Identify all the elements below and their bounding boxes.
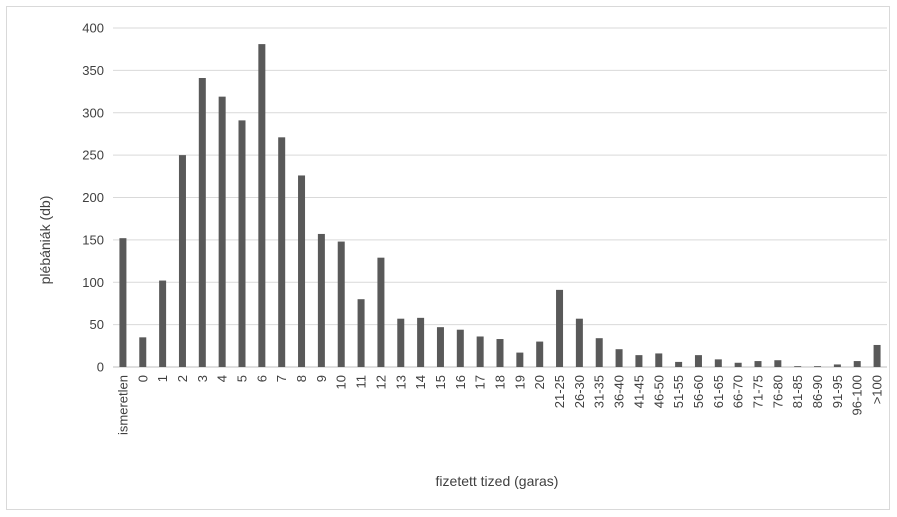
x-tick-label: 11 bbox=[354, 375, 369, 389]
x-tick-label: 31-35 bbox=[592, 375, 607, 408]
bar bbox=[476, 336, 484, 367]
bar bbox=[377, 257, 385, 367]
x-tick-label: 51-55 bbox=[671, 375, 686, 408]
y-axis-title: plébániák (db) bbox=[37, 196, 53, 285]
x-tick-label: 18 bbox=[493, 375, 508, 389]
bar bbox=[159, 280, 167, 367]
x-tick-label: 81-85 bbox=[790, 375, 805, 408]
y-tick-label: 300 bbox=[82, 105, 104, 120]
x-tick-label: 91-95 bbox=[830, 375, 845, 408]
bar bbox=[814, 366, 822, 367]
bar bbox=[278, 137, 286, 367]
bar bbox=[258, 44, 266, 367]
y-axis-ticks: 0 50 100 150 200 250 300 350 400 bbox=[82, 21, 104, 375]
x-tick-label: 7 bbox=[274, 375, 289, 382]
bar bbox=[873, 344, 881, 367]
x-tick-label: 86-90 bbox=[810, 375, 825, 408]
x-axis-ticks: ismeretlen 0 1 2 3 4 5 6 7 8 9 10 11 12 13 14 15 16 17 18 19… bbox=[115, 375, 884, 435]
x-tick-label: 1 bbox=[155, 375, 170, 382]
bar bbox=[516, 352, 524, 367]
x-tick-label: 8 bbox=[294, 375, 309, 382]
bar bbox=[556, 289, 564, 367]
x-tick-label: 76-80 bbox=[770, 375, 785, 408]
bar bbox=[774, 360, 782, 367]
x-tick-label: 0 bbox=[135, 375, 150, 382]
y-tick-label: 200 bbox=[82, 190, 104, 205]
bar bbox=[139, 337, 147, 367]
bar bbox=[754, 361, 762, 367]
y-tick-label: 150 bbox=[82, 232, 104, 247]
x-tick-label: 71-75 bbox=[751, 375, 766, 408]
bar bbox=[337, 241, 345, 367]
x-tick-label: 41-45 bbox=[631, 375, 646, 408]
bar bbox=[198, 78, 206, 367]
bar bbox=[853, 361, 861, 367]
x-tick-label: 26-30 bbox=[572, 375, 587, 408]
bar bbox=[496, 339, 504, 367]
x-tick-label: 20 bbox=[532, 375, 547, 389]
bar bbox=[456, 329, 464, 367]
x-tick-label: 2 bbox=[175, 375, 190, 382]
bar bbox=[298, 175, 306, 367]
bar bbox=[714, 359, 722, 367]
x-tick-label: 5 bbox=[235, 375, 250, 382]
bar bbox=[694, 355, 702, 367]
bar bbox=[178, 155, 186, 367]
x-tick-label: 16 bbox=[453, 375, 468, 389]
bar bbox=[655, 353, 663, 367]
x-tick-label: 96-100 bbox=[850, 375, 865, 415]
bar-series bbox=[119, 44, 881, 368]
y-tick-label: 400 bbox=[82, 21, 104, 36]
bar bbox=[675, 361, 683, 367]
x-tick-label: 9 bbox=[314, 375, 329, 382]
bar bbox=[615, 349, 623, 367]
x-tick-label: 13 bbox=[393, 375, 408, 389]
y-tick-label: 50 bbox=[90, 317, 104, 332]
gridlines bbox=[113, 27, 887, 368]
bar bbox=[575, 318, 583, 367]
x-tick-label: 3 bbox=[195, 375, 210, 382]
x-tick-label: 12 bbox=[373, 375, 388, 389]
bar bbox=[833, 364, 841, 367]
x-tick-label: 14 bbox=[413, 375, 428, 389]
y-tick-label: 350 bbox=[82, 63, 104, 78]
bar bbox=[417, 317, 425, 367]
bar bbox=[218, 96, 226, 368]
x-tick-label: 17 bbox=[473, 375, 488, 389]
y-tick-label: 250 bbox=[82, 148, 104, 163]
x-tick-label: 19 bbox=[512, 375, 527, 389]
x-tick-label: >100 bbox=[870, 375, 885, 404]
x-tick-label: 4 bbox=[215, 375, 230, 382]
bar bbox=[635, 355, 643, 367]
bar bbox=[536, 341, 544, 367]
x-tick-label: 36-40 bbox=[612, 375, 627, 408]
x-tick-label: 61-65 bbox=[711, 375, 726, 408]
x-tick-label: 6 bbox=[254, 375, 269, 382]
bar bbox=[357, 299, 365, 367]
y-tick-label: 0 bbox=[97, 360, 104, 375]
x-tick-label: 15 bbox=[433, 375, 448, 389]
chart-frame bbox=[6, 6, 890, 510]
x-tick-label: 10 bbox=[334, 375, 349, 389]
bar bbox=[734, 362, 742, 367]
bar bbox=[397, 318, 405, 367]
bar bbox=[595, 338, 603, 367]
x-tick-label: 56-60 bbox=[691, 375, 706, 408]
x-tick-label: 46-50 bbox=[651, 375, 666, 408]
bar bbox=[794, 366, 802, 367]
x-tick-label: 21-25 bbox=[552, 375, 567, 408]
x-axis-title: fizetett tized (garas) bbox=[436, 473, 559, 489]
y-tick-label: 100 bbox=[82, 275, 104, 290]
x-tick-label: 66-70 bbox=[731, 375, 746, 408]
bar bbox=[238, 120, 246, 367]
bar bbox=[317, 233, 325, 367]
bar bbox=[436, 327, 444, 367]
bar bbox=[119, 238, 127, 367]
x-tick-label: ismeretlen bbox=[115, 375, 130, 435]
